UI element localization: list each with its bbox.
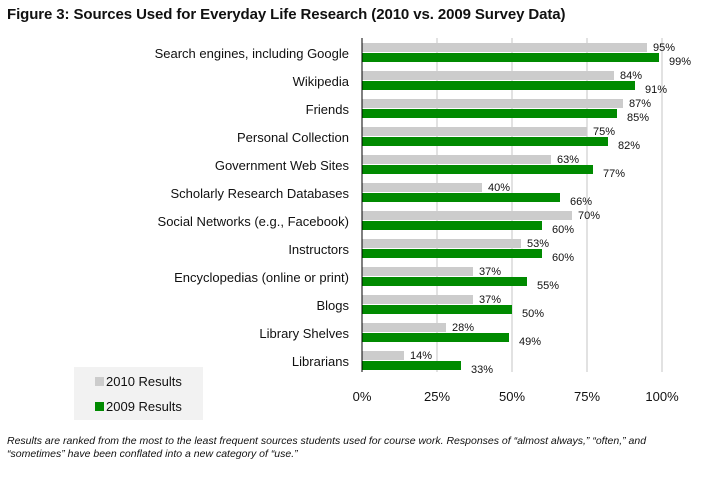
bar-2009-9 <box>362 305 512 314</box>
bar-2010-9 <box>362 295 473 304</box>
bar-2009-11 <box>362 361 461 370</box>
data-label: 33% <box>471 364 493 376</box>
data-label: 70% <box>578 210 600 222</box>
category-label: Scholarly Research Databases <box>171 186 350 201</box>
grid-lines <box>436 38 663 372</box>
x-tick-label: 75% <box>574 389 600 404</box>
data-label: 49% <box>519 336 541 348</box>
bar-2009-2 <box>362 109 617 118</box>
chart-title: Figure 3: Sources Used for Everyday Life… <box>7 6 566 23</box>
data-label: 84% <box>620 70 642 82</box>
bar-2009-10 <box>362 333 509 342</box>
legend-label-2010: 2010 Results <box>106 374 182 389</box>
data-label: 95% <box>653 42 675 54</box>
data-label: 55% <box>537 280 559 292</box>
data-label: 91% <box>645 84 667 96</box>
data-label: 82% <box>618 140 640 152</box>
data-label: 60% <box>552 252 574 264</box>
data-label: 85% <box>627 112 649 124</box>
labels: 0% 25% 50% 75% 100% Search engines, including… <box>155 42 692 404</box>
data-label: 60% <box>552 224 574 236</box>
category-label: Librarians <box>292 354 350 369</box>
bar-2009-3 <box>362 137 608 146</box>
bar-2009-8 <box>362 277 527 286</box>
bar-2009-7 <box>362 249 542 258</box>
data-label: 63% <box>557 154 579 166</box>
data-label: 37% <box>479 294 501 306</box>
legend-item-2009: 2009 Results <box>95 399 182 414</box>
bar-2009-5 <box>362 193 560 202</box>
category-label: Friends <box>306 102 350 117</box>
bar-2009-0 <box>362 53 659 62</box>
bar-2010-8 <box>362 267 473 276</box>
bar-2010-3 <box>362 127 587 136</box>
category-label: Search engines, including Google <box>155 46 349 61</box>
category-label: Social Networks (e.g., Facebook) <box>158 214 349 229</box>
bar-2010-10 <box>362 323 446 332</box>
bar-2010-5 <box>362 183 482 192</box>
x-tick-label: 0% <box>353 389 372 404</box>
legend-item-2010: 2010 Results <box>95 374 182 389</box>
category-label: Wikipedia <box>293 74 350 89</box>
bar-2010-1 <box>362 71 614 80</box>
bar-2010-11 <box>362 351 404 360</box>
bar-2010-2 <box>362 99 623 108</box>
data-label: 14% <box>410 350 432 362</box>
bars <box>362 43 659 370</box>
category-label: Personal Collection <box>237 130 349 145</box>
data-label: 99% <box>669 56 691 68</box>
data-label: 28% <box>452 322 474 334</box>
bar-2010-0 <box>362 43 647 52</box>
legend-swatch-2009 <box>95 402 104 411</box>
data-label: 53% <box>527 238 549 250</box>
data-label: 87% <box>629 98 651 110</box>
category-label: Government Web Sites <box>215 158 350 173</box>
data-label: 50% <box>522 308 544 320</box>
legend-label-2009: 2009 Results <box>106 399 182 414</box>
x-tick-label: 50% <box>499 389 525 404</box>
category-label: Blogs <box>316 298 349 313</box>
bar-2009-6 <box>362 221 542 230</box>
legend-swatch-2010 <box>95 377 104 386</box>
bar-2010-6 <box>362 211 572 220</box>
bar-2010-4 <box>362 155 551 164</box>
data-label: 40% <box>488 182 510 194</box>
x-tick-label: 25% <box>424 389 450 404</box>
bar-2009-1 <box>362 81 635 90</box>
category-label: Library Shelves <box>259 326 349 341</box>
footnote: Results are ranked from the most to the … <box>7 435 647 460</box>
category-label: Instructors <box>288 242 349 257</box>
category-label: Encyclopedias (online or print) <box>174 270 349 285</box>
data-label: 66% <box>570 196 592 208</box>
data-label: 77% <box>603 168 625 180</box>
bar-2010-7 <box>362 239 521 248</box>
x-tick-label: 100% <box>645 389 679 404</box>
bar-2009-4 <box>362 165 593 174</box>
data-label: 75% <box>593 126 615 138</box>
legend: 2010 Results 2009 Results <box>74 367 203 420</box>
data-label: 37% <box>479 266 501 278</box>
